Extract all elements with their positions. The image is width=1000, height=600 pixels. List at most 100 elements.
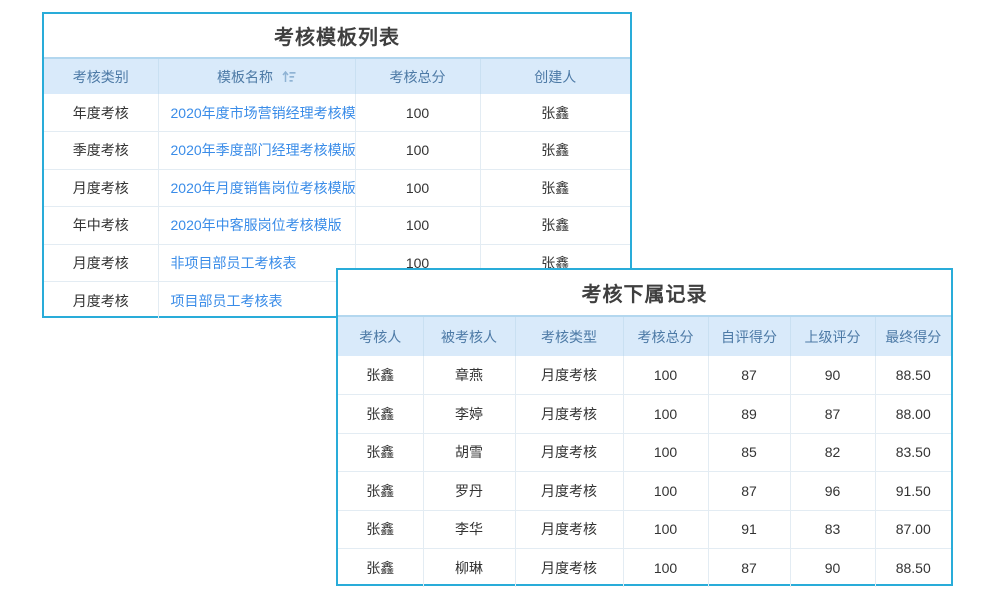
template-name-cell: 项目部员工考核表 <box>158 281 356 319</box>
assessee-cell: 章燕 <box>423 356 516 395</box>
superior-score-cell: 90 <box>790 548 876 587</box>
col-header-total-score: 考核总分 <box>355 57 481 94</box>
assessor-cell: 张鑫 <box>338 548 424 587</box>
final-score-cell: 88.00 <box>875 394 951 434</box>
template-score-cell: 100 <box>355 94 481 132</box>
assess-type-cell: 月度考核 <box>515 471 624 511</box>
col-header-superior-score: 上级评分 <box>790 315 876 356</box>
self-score-cell: 91 <box>708 510 791 549</box>
assess-type-cell: 月度考核 <box>515 433 624 472</box>
template-name-link[interactable]: 2020年度市场营销经理考核模版 <box>170 104 355 121</box>
superior-score-cell: 82 <box>790 433 876 472</box>
records-row: 张鑫 罗丹 月度考核 100 87 96 91.50 <box>338 471 951 511</box>
template-category-cell: 年度考核 <box>44 94 159 132</box>
col-header-self-score: 自评得分 <box>708 315 791 356</box>
records-table-header-row: 考核人 被考核人 考核类型 考核总分 自评得分 上级评分 最终得分 <box>338 315 951 356</box>
final-score-cell: 88.50 <box>895 560 931 576</box>
template-name-link[interactable]: 2020年月度销售岗位考核模版 <box>170 179 355 196</box>
template-name-link[interactable]: 非项目部员工考核表 <box>170 254 297 271</box>
total-score-cell: 100 <box>623 394 709 434</box>
records-panel: 考核下属记录 考核人 被考核人 考核类型 考核总分 自评得分 上级评分 最终得分… <box>336 268 953 587</box>
records-table-body: 张鑫 章燕 月度考核 100 87 90 88.50 张鑫 李婷 月度考核 100 89 87 88.00… <box>338 356 951 587</box>
template-creator-cell: 张鑫 <box>480 169 630 207</box>
assessor-cell: 张鑫 <box>338 394 424 434</box>
records-row: 张鑫 章燕 月度考核 100 87 90 88.50 <box>338 356 951 395</box>
col-header-template-name-label: 模板名称 <box>217 68 274 85</box>
template-list-panel: 考核模板列表 考核类别 模板名称 <box>42 12 632 319</box>
template-category-cell: 月度考核 <box>44 281 159 319</box>
template-name-cell: 非项目部员工考核表 <box>158 244 356 282</box>
template-creator-cell: 张鑫 <box>480 94 630 132</box>
template-category-cell: 年中考核 <box>44 206 159 245</box>
assessee-cell: 李华 <box>423 510 516 549</box>
template-score-cell: 100 <box>355 206 481 245</box>
self-score-cell: 85 <box>708 433 791 472</box>
sort-ascending-icon[interactable] <box>282 70 296 83</box>
col-header-assessee: 被考核人 <box>423 315 516 356</box>
self-score-cell: 87 <box>708 548 791 587</box>
col-header-assessor: 考核人 <box>338 315 424 356</box>
template-name-cell: 2020年季度部门经理考核模版 <box>158 131 356 170</box>
template-table-header-row: 考核类别 模板名称 考核总分 创建人 <box>44 57 630 94</box>
template-row: 季度考核 2020年季度部门经理考核模版 100 张鑫 <box>44 131 630 170</box>
final-score-cell: 83.50 <box>875 433 951 472</box>
records-title: 考核下属记录 <box>581 284 708 306</box>
assess-type-cell: 月度考核 <box>515 510 624 549</box>
total-score-cell: 100 <box>623 510 709 549</box>
self-score-cell: 87 <box>708 471 791 511</box>
total-score-cell: 100 <box>623 356 709 395</box>
assessor-cell: 张鑫 <box>338 433 424 472</box>
total-score-cell: 100 <box>623 471 709 511</box>
template-name-link[interactable]: 2020年季度部门经理考核模版 <box>170 142 355 159</box>
col-header-template-name[interactable]: 模板名称 <box>158 57 356 94</box>
assessor-cell: 张鑫 <box>338 356 424 395</box>
assess-type-cell: 月度考核 <box>515 356 624 395</box>
template-row: 年度考核 2020年度市场营销经理考核模版 100 张鑫 <box>44 94 630 132</box>
template-category-cell: 月度考核 <box>44 169 159 207</box>
superior-score-cell: 87 <box>790 394 876 434</box>
template-score-cell: 100 <box>355 169 481 207</box>
records-row: 张鑫 胡雪 月度考核 100 85 82 83.50 <box>338 433 951 472</box>
final-score-cell: 88.50 <box>875 356 951 395</box>
final-score-cell: 91.50 <box>875 471 951 511</box>
assessor-cell: 张鑫 <box>338 471 424 511</box>
template-table-body: 年度考核 2020年度市场营销经理考核模版 100 张鑫 季度考核 2020年季度部门经理… <box>44 94 630 319</box>
assess-type-cell: 月度考核 <box>515 394 624 434</box>
template-row: 年中考核 2020年中客服岗位考核模版 100 张鑫 <box>44 206 630 245</box>
assessee-cell: 柳琳 <box>423 548 516 587</box>
assessee-cell: 罗丹 <box>423 471 516 511</box>
superior-score-cell: 96 <box>790 471 876 511</box>
template-list-title: 考核模板列表 <box>274 27 400 49</box>
col-header-final-score: 最终得分 <box>875 315 951 356</box>
template-category-cell: 月度考核 <box>44 244 159 282</box>
assessor-cell: 张鑫 <box>338 510 424 549</box>
records-row: 张鑫 柳琳 月度考核 100 87 90 88.50 <box>338 548 951 587</box>
records-table: 考核人 被考核人 考核类型 考核总分 自评得分 上级评分 最终得分 张鑫 章燕 月度… <box>338 315 951 587</box>
col-header-assess-category: 考核类别 <box>44 57 159 94</box>
records-row: 张鑫 李华 月度考核 100 91 83 87.00 <box>338 510 951 549</box>
superior-score-cell: 83 <box>790 510 876 549</box>
template-score-cell: 100 <box>355 131 481 170</box>
assess-type-cell: 月度考核 <box>515 548 624 587</box>
template-name-cell: 2020年度市场营销经理考核模版 <box>158 94 356 132</box>
total-score-cell: 100 <box>623 548 709 587</box>
assessee-cell: 李婷 <box>423 394 516 434</box>
records-row: 张鑫 李婷 月度考核 100 89 87 88.00 <box>338 394 951 434</box>
template-name-link[interactable]: 项目部员工考核表 <box>170 292 283 309</box>
self-score-cell: 87 <box>708 356 791 395</box>
self-score-cell: 89 <box>708 394 791 434</box>
superior-score-cell: 90 <box>790 356 876 395</box>
col-header-total-score: 考核总分 <box>623 315 709 356</box>
template-row: 月度考核 2020年月度销售岗位考核模版 100 张鑫 <box>44 169 630 207</box>
template-name-cell: 2020年中客服岗位考核模版 <box>158 206 356 245</box>
template-creator-cell: 张鑫 <box>480 206 630 245</box>
template-category-cell: 季度考核 <box>44 131 159 170</box>
final-score-cell: 87.00 <box>875 510 951 549</box>
template-table: 考核类别 模板名称 考核总分 创建人 年度考核 <box>44 57 630 319</box>
template-creator-cell: 张鑫 <box>480 131 630 170</box>
template-name-link[interactable]: 2020年中客服岗位考核模版 <box>170 217 342 234</box>
col-header-creator: 创建人 <box>480 57 630 94</box>
assessee-cell: 胡雪 <box>423 433 516 472</box>
template-name-cell: 2020年月度销售岗位考核模版 <box>158 169 356 207</box>
